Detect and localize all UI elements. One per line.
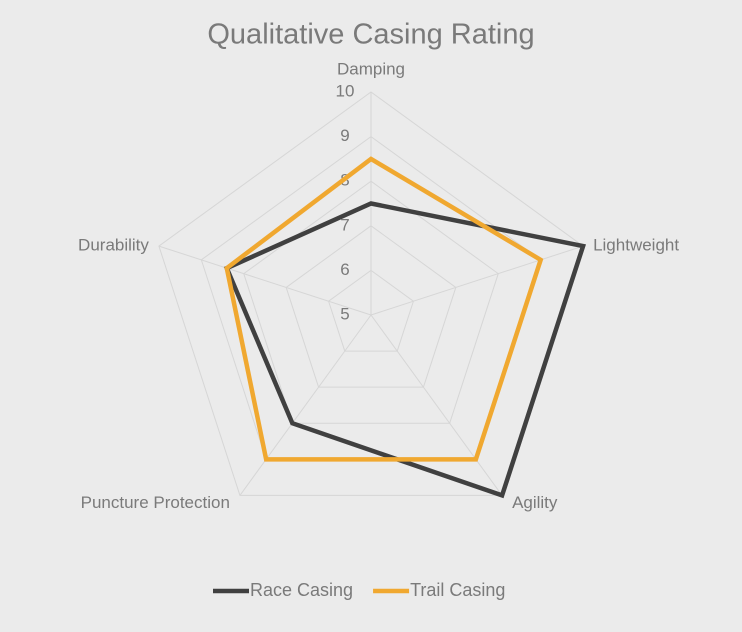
spoke xyxy=(158,245,372,316)
series-line xyxy=(224,156,544,462)
spoke xyxy=(370,314,503,496)
grid-ring xyxy=(158,91,584,496)
category-label: Damping xyxy=(337,59,405,78)
category-label: Agility xyxy=(512,493,558,512)
r-tick-label: 5 xyxy=(340,304,349,323)
category-label: Durability xyxy=(78,236,149,255)
chart-title: Qualitative Casing Rating xyxy=(207,19,534,51)
spoke xyxy=(370,245,584,316)
legend-label: Trail Casing xyxy=(410,580,505,600)
r-tick-label: 6 xyxy=(340,260,349,279)
category-label: Puncture Protection xyxy=(81,493,230,512)
legend-label: Race Casing xyxy=(250,580,353,600)
category-label: Lightweight xyxy=(593,236,679,255)
r-tick-label: 10 xyxy=(336,81,355,100)
grid-ring xyxy=(285,225,457,388)
grid-ring xyxy=(327,269,415,352)
spoke xyxy=(239,314,372,496)
grid-ring xyxy=(243,180,499,424)
r-tick-label: 7 xyxy=(340,215,349,234)
r-tick-label: 9 xyxy=(340,126,349,145)
